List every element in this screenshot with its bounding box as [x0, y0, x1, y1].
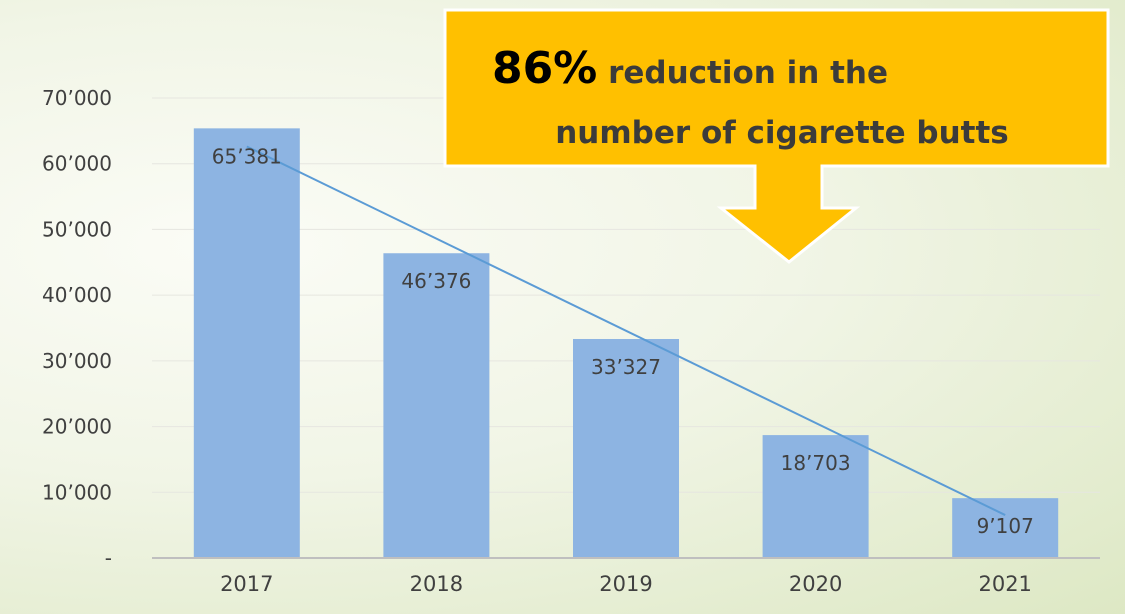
- data-label: 46’376: [401, 269, 471, 293]
- y-axis-tick-labels: - 10’000 20’000 30’000 40’000 50’000 60’000 70’…: [42, 86, 112, 570]
- y-tick-label: 10’000: [42, 480, 112, 504]
- data-label: 18’703: [781, 451, 851, 475]
- x-tick-label: 2021: [978, 572, 1031, 596]
- y-tick-label: 20’000: [42, 415, 112, 439]
- y-tick-label: 40’000: [42, 283, 112, 307]
- data-label: 65’381: [212, 144, 282, 168]
- callout-arrow-shape: [443, 8, 1110, 264]
- x-tick-label: 2018: [410, 572, 463, 596]
- callout-arrow: 86% reduction in the number of cigarette…: [443, 8, 1110, 264]
- bar-2017: [193, 128, 300, 558]
- y-tick-label: -: [105, 546, 112, 570]
- callout-percent: 86%: [492, 43, 597, 94]
- x-axis-tick-labels: 2017 2018 2019 2020 2021: [220, 572, 1032, 596]
- y-tick-label: 70’000: [42, 86, 112, 110]
- data-label: 33’327: [591, 355, 661, 379]
- callout-line-2: number of cigarette butts: [555, 115, 1009, 151]
- bars: [193, 128, 1059, 559]
- bar-2020: [762, 435, 869, 558]
- x-tick-label: 2019: [599, 572, 652, 596]
- y-tick-label: 30’000: [42, 349, 112, 373]
- bar-2019: [573, 338, 679, 558]
- x-tick-label: 2017: [220, 572, 273, 596]
- y-tick-label: 50’000: [42, 217, 112, 241]
- callout-reduction-text: reduction in the: [597, 55, 888, 91]
- bar-2018: [383, 253, 490, 559]
- trendline: [246, 145, 1006, 516]
- bar-2021: [952, 498, 1059, 558]
- data-label: 9’107: [977, 514, 1034, 538]
- callout-line-1: 86% reduction in the: [492, 43, 888, 94]
- x-tick-label: 2020: [789, 572, 842, 596]
- data-labels: 65’381 46’376 33’327 18’703 9’107: [212, 144, 1034, 538]
- y-tick-label: 60’000: [42, 152, 112, 176]
